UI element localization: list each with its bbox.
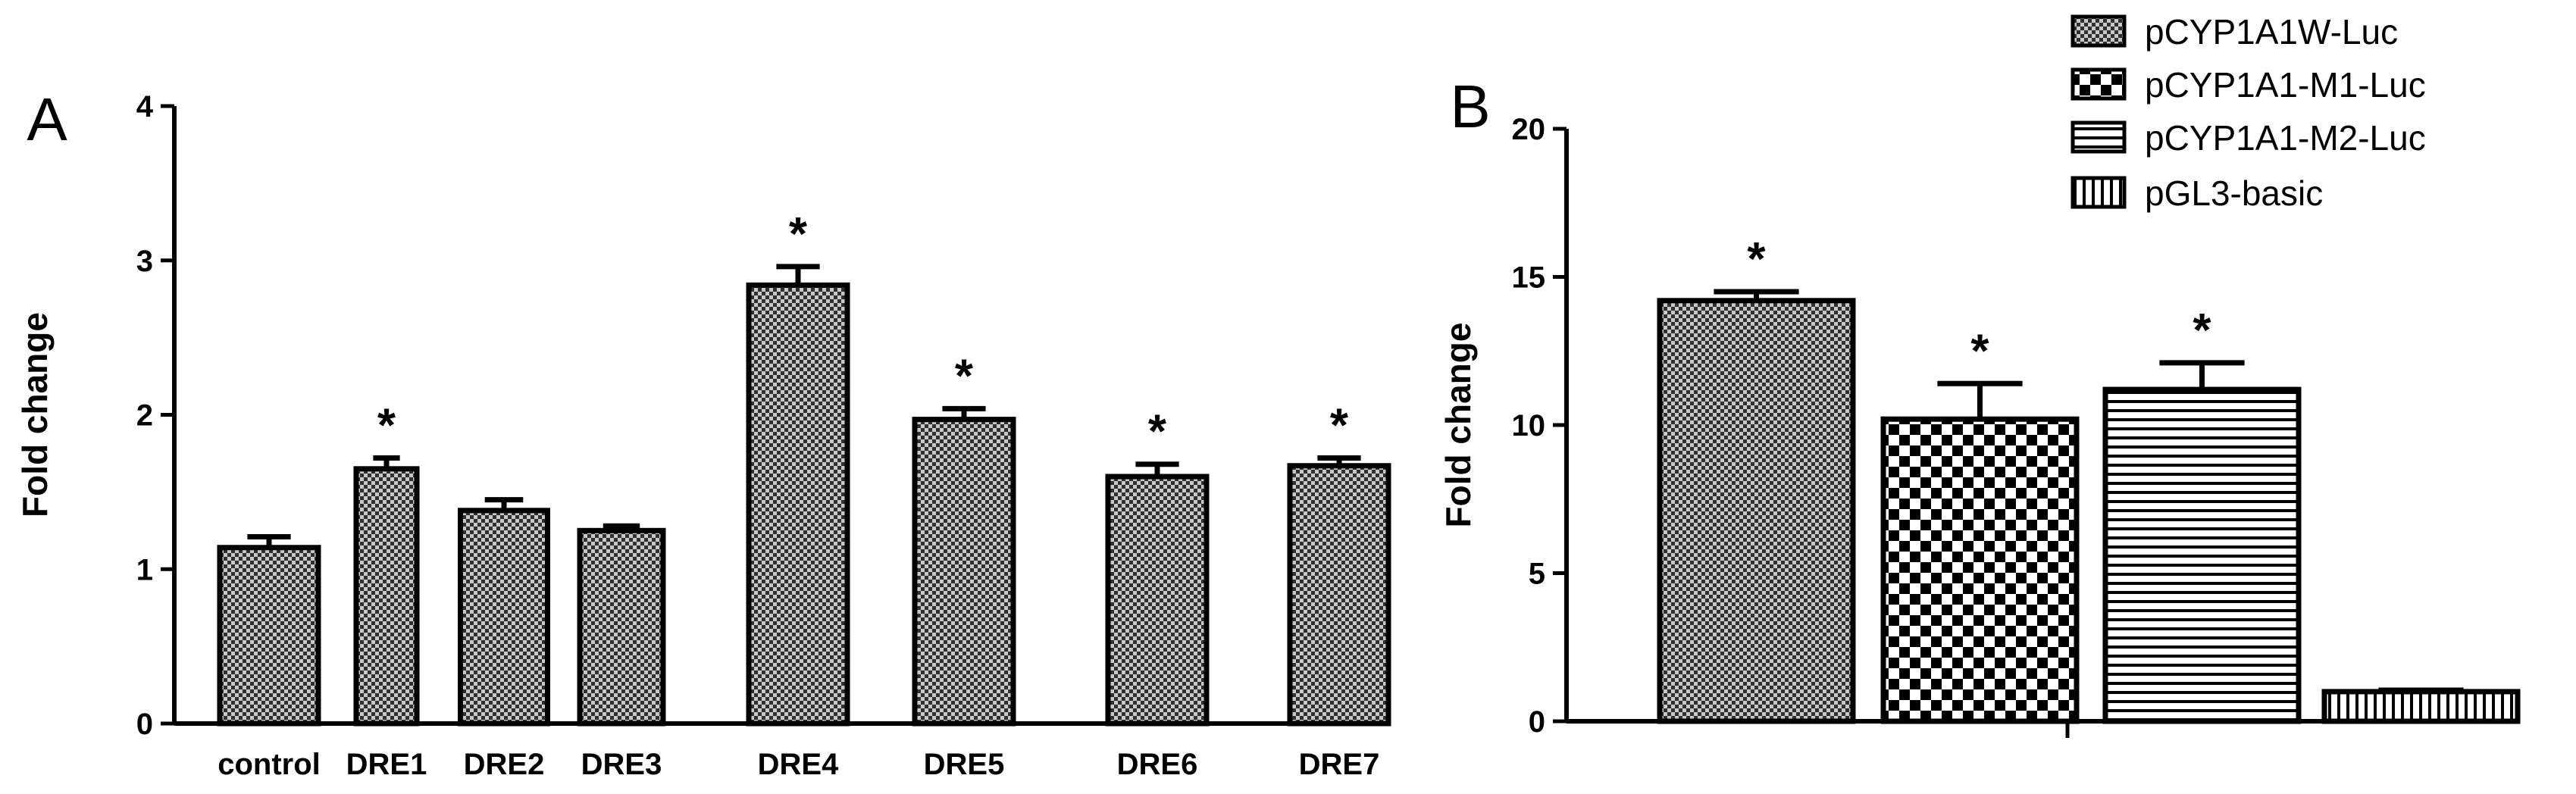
y-tick-label: 4 xyxy=(136,90,154,123)
legend-label: pCYP1A1-M2-Luc xyxy=(2145,118,2426,158)
bar-pcyp1a1w-luc xyxy=(1657,298,1856,724)
bar-dre3 xyxy=(577,527,666,727)
bar-pcyp1a1-m1-luc xyxy=(1880,416,2080,724)
x-tick-label: DRE5 xyxy=(924,748,1005,781)
y-tick-label: 5 xyxy=(1529,558,1545,591)
legend-item: pCYP1A1-M2-Luc xyxy=(2071,118,2426,158)
x-tick-label: DRE6 xyxy=(1117,748,1198,781)
y-tick-label: 1 xyxy=(136,553,153,586)
y-tick-label: 20 xyxy=(1512,113,1546,146)
bar-dre4 xyxy=(746,282,850,727)
legend-swatch xyxy=(2071,14,2127,48)
legend-label: pCYP1A1W-Luc xyxy=(2145,12,2398,52)
bar-dre6 xyxy=(1105,474,1210,727)
legend-item: pCYP1A1W-Luc xyxy=(2071,12,2398,52)
y-tick-label: 3 xyxy=(136,245,153,278)
legend: pCYP1A1W-Luc pCYP1A1-M1-Luc pCYP1A1-M2-Luc… xyxy=(2071,12,2426,213)
panel-label: A xyxy=(27,86,67,153)
legend-item: pGL3-basic xyxy=(2071,173,2323,213)
y-tick-label: 2 xyxy=(136,399,153,433)
y-tick-label: 10 xyxy=(1512,409,1546,442)
y-axis-title: Fold change xyxy=(15,312,55,517)
significance-asterisk: * xyxy=(377,400,396,452)
significance-asterisk: * xyxy=(1148,406,1167,458)
significance-asterisk: * xyxy=(955,350,974,402)
significance-asterisk: * xyxy=(2193,305,2211,357)
legend-swatch xyxy=(2071,176,2127,209)
y-tick-label: 0 xyxy=(136,708,153,741)
bar-dre5 xyxy=(912,417,1016,727)
bar-pgl3-basic xyxy=(2321,689,2521,724)
significance-asterisk: * xyxy=(1970,325,1989,377)
y-tick-label: 0 xyxy=(1529,705,1545,739)
legend-label: pGL3-basic xyxy=(2145,173,2323,213)
legend-swatch xyxy=(2071,67,2127,101)
bar-pcyp1a1-m2-luc xyxy=(2102,386,2302,724)
legend-swatch xyxy=(2071,120,2127,154)
significance-asterisk: * xyxy=(1747,233,1766,286)
x-tick-label: DRE3 xyxy=(581,748,662,781)
legend-label: pCYP1A1-M1-Luc xyxy=(2145,65,2426,105)
y-axis-title: Fold change xyxy=(1438,323,1478,528)
legend-item: pCYP1A1-M1-Luc xyxy=(2071,65,2426,105)
significance-asterisk: * xyxy=(789,208,808,261)
x-tick-label: DRE4 xyxy=(758,748,839,781)
significance-asterisk: * xyxy=(1330,400,1349,452)
panel-label: B xyxy=(1450,73,1490,140)
y-tick-label: 15 xyxy=(1512,261,1546,295)
x-tick-label: DRE2 xyxy=(464,748,545,781)
x-tick-label: DRE7 xyxy=(1299,748,1380,781)
bar-control xyxy=(217,545,321,727)
bar-dre2 xyxy=(458,508,550,727)
x-tick-label: control xyxy=(218,748,321,781)
bar-dre1 xyxy=(353,466,420,727)
x-tick-label: DRE1 xyxy=(346,748,427,781)
bar-dre7 xyxy=(1287,463,1391,727)
